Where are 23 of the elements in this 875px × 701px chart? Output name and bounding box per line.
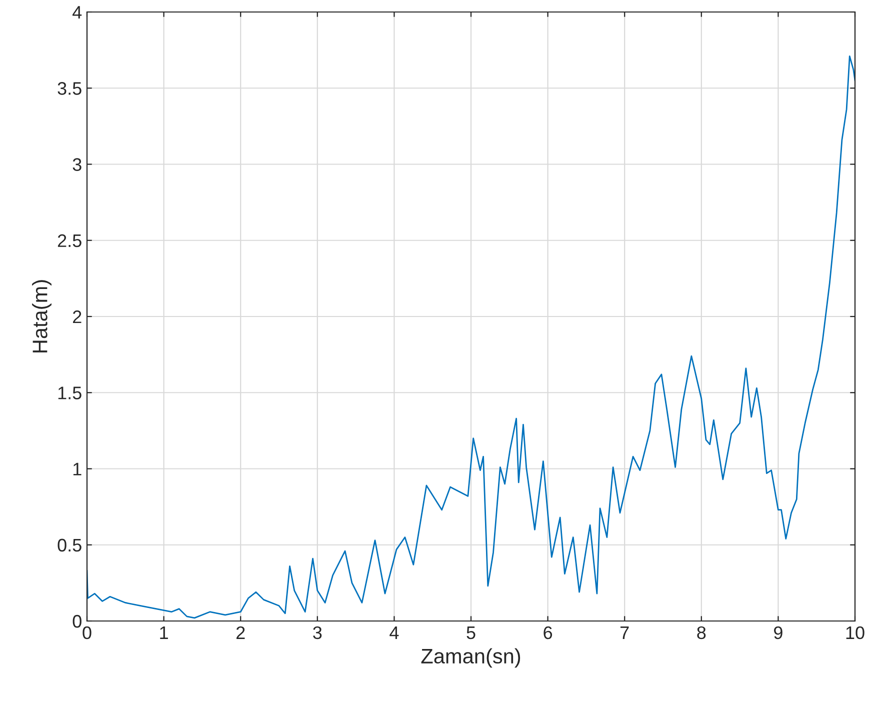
y-tick-label: 1	[73, 462, 82, 476]
x-tick-label: 2	[236, 626, 245, 639]
y-tick-label: 4	[72, 6, 82, 19]
x-tick-label: 9	[774, 626, 782, 640]
x-axis-title: Zaman(sn)	[421, 648, 520, 668]
y-tick-label: 0.5	[58, 538, 82, 552]
x-tick-label: 6	[544, 626, 552, 640]
line-series	[87, 55, 855, 619]
y-axis-title: Hata(m)	[32, 280, 52, 352]
x-tick-label: 8	[697, 626, 706, 640]
x-tick-label: 7	[620, 626, 629, 639]
y-tick-label: 3	[72, 158, 82, 171]
y-tick-label: 0	[72, 614, 82, 628]
x-tick-label: 5	[466, 626, 476, 640]
y-tick-label: 1.5	[58, 386, 82, 400]
x-tick-label: 3	[313, 626, 322, 640]
x-tick-label: 4	[390, 626, 399, 639]
y-tick-label: 2.5	[58, 234, 82, 248]
y-tick-label: 3.5	[58, 82, 82, 95]
y-tick-label: 2	[73, 310, 82, 324]
x-tick-label: 1	[160, 626, 168, 639]
x-tick-label: 10	[846, 626, 864, 640]
x-tick-label: 0	[82, 626, 92, 640]
